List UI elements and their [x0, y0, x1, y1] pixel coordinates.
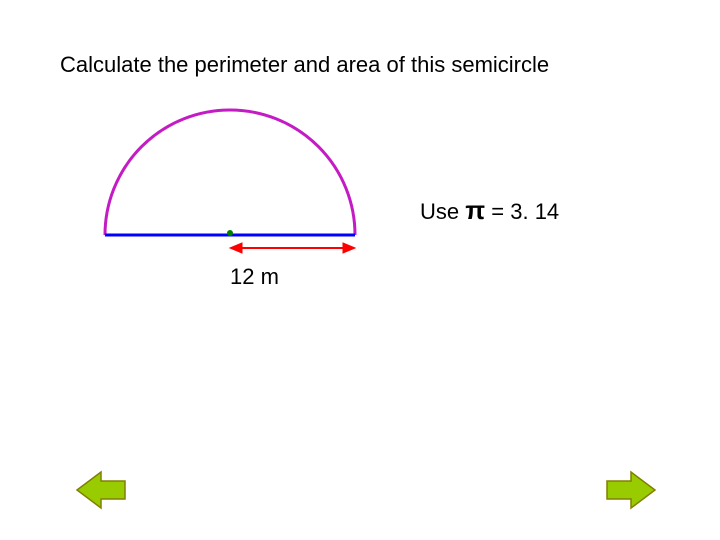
arrow-left-icon	[75, 470, 127, 510]
next-button[interactable]	[605, 470, 657, 515]
question-title: Calculate the perimeter and area of this…	[60, 52, 549, 78]
semicircle-arc	[105, 110, 355, 235]
radius-arrow	[230, 243, 355, 253]
arrow-right-icon	[605, 470, 657, 510]
pi-prefix: Use	[420, 199, 465, 224]
center-dot	[227, 230, 233, 236]
semicircle-svg	[90, 100, 370, 270]
pi-symbol: π	[465, 195, 485, 225]
pi-instruction: Use π = 3. 14	[420, 195, 559, 226]
pi-value: = 3. 14	[485, 199, 559, 224]
prev-button[interactable]	[75, 470, 127, 515]
semicircle-diagram	[90, 100, 370, 275]
radius-label: 12 m	[230, 264, 279, 290]
